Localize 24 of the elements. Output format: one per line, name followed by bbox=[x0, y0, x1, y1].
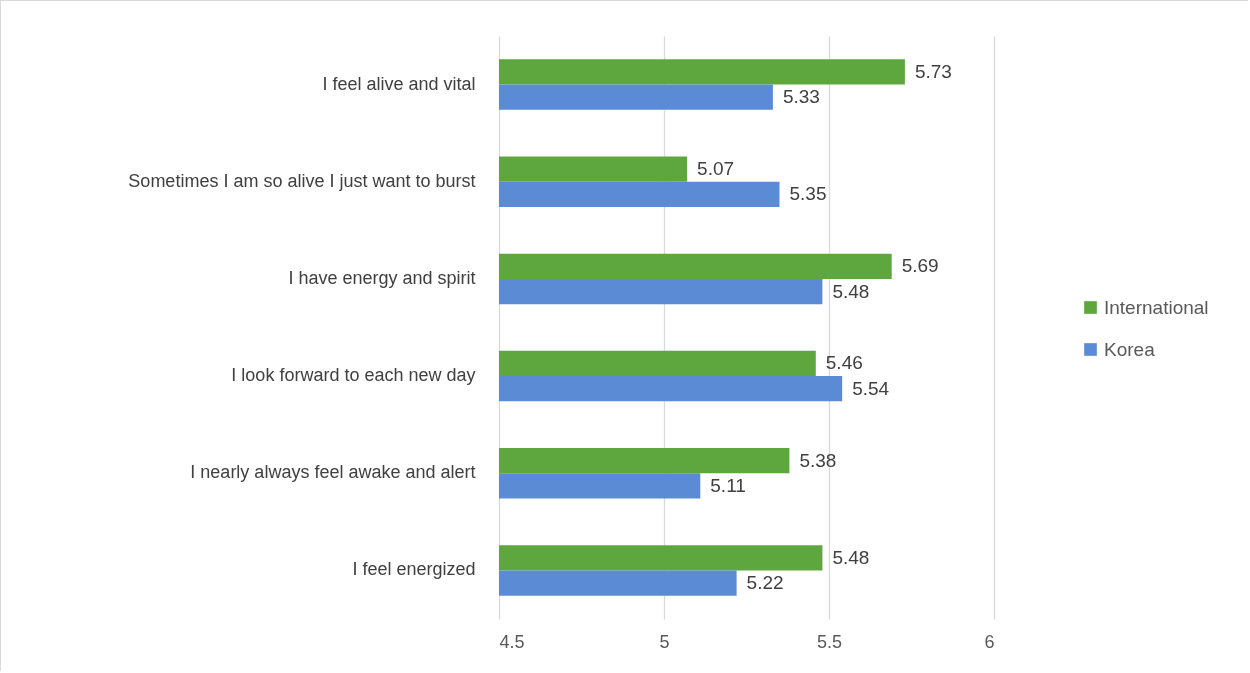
legend-label: Korea bbox=[1104, 338, 1156, 360]
data-label: 5.69 bbox=[901, 255, 939, 277]
y-tick-label: I feel energized bbox=[352, 559, 476, 580]
x-tick-label: 6 bbox=[984, 631, 995, 652]
data-label: 5.48 bbox=[832, 546, 870, 568]
x-tick-label: 4.5 bbox=[499, 631, 525, 652]
data-label: 5.35 bbox=[789, 183, 827, 205]
data-label: 5.73 bbox=[914, 60, 952, 82]
data-label: 5.38 bbox=[799, 449, 837, 471]
data-label: 5.33 bbox=[782, 86, 820, 108]
data-label: 5.07 bbox=[697, 158, 735, 180]
y-tick-label: I have energy and spirit bbox=[288, 267, 476, 288]
data-label: 5.11 bbox=[710, 474, 746, 496]
y-tick-label: I feel alive and vital bbox=[322, 73, 476, 94]
legend-label: International bbox=[1104, 296, 1209, 318]
x-tick-label: 5 bbox=[659, 631, 670, 652]
data-label: 5.46 bbox=[825, 352, 863, 374]
data-label: 5.48 bbox=[832, 280, 870, 302]
data-label: 5.22 bbox=[746, 572, 784, 594]
data-label: 5.54 bbox=[852, 377, 890, 399]
y-tick-label: Sometimes I am so alive I just want to burst bbox=[128, 170, 476, 191]
x-tick-label: 5.5 bbox=[816, 631, 843, 652]
y-tick-label: I nearly always feel awake and alert bbox=[190, 462, 476, 483]
y-tick-label: I look forward to each new day bbox=[231, 365, 476, 386]
